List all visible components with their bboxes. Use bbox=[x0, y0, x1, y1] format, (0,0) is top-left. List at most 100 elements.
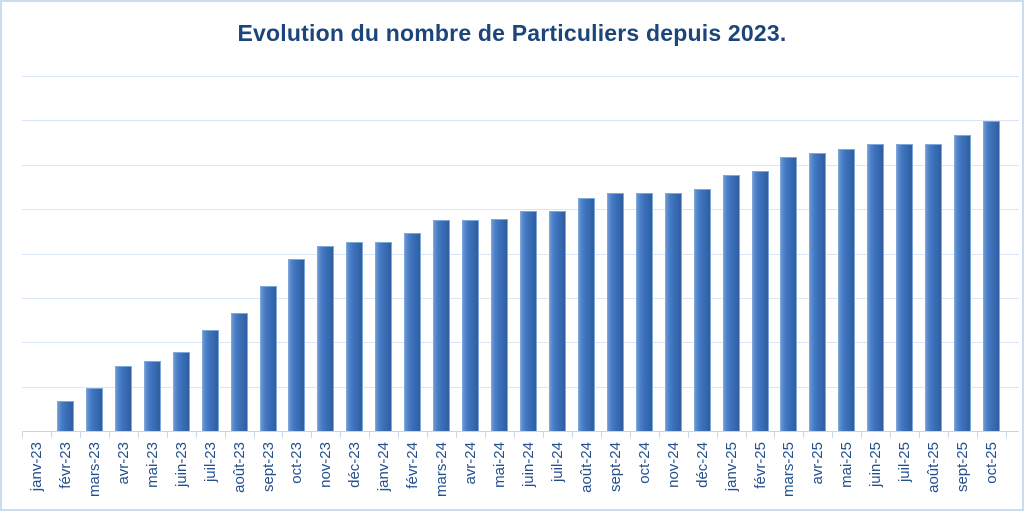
bar bbox=[925, 143, 943, 431]
x-axis-tick bbox=[485, 432, 486, 438]
y-gridline bbox=[22, 120, 1019, 121]
x-axis-tick bbox=[572, 432, 573, 438]
y-gridline bbox=[22, 209, 1019, 210]
x-axis-label: mai-24 bbox=[491, 442, 508, 488]
bar bbox=[751, 171, 769, 431]
x-axis-label: août-25 bbox=[925, 442, 943, 493]
bar bbox=[838, 148, 856, 431]
x-axis-tick bbox=[311, 432, 312, 438]
plot-area: janv-23 févr-23 mars-23 avr-23 mai-23 juin-23… bbox=[22, 76, 1019, 497]
x-axis-tick bbox=[977, 432, 978, 438]
x-axis-label: juil-23 bbox=[201, 442, 219, 483]
bar bbox=[954, 135, 972, 431]
x-axis-tick bbox=[601, 432, 602, 438]
x-axis-tick bbox=[340, 432, 341, 438]
bar bbox=[664, 192, 682, 431]
bar bbox=[288, 259, 306, 431]
y-gridline bbox=[22, 165, 1019, 166]
bar bbox=[809, 152, 827, 431]
bar bbox=[201, 329, 219, 431]
bar bbox=[317, 246, 335, 431]
x-axis-label: nov-23 bbox=[317, 442, 335, 488]
x-axis-tick bbox=[1006, 432, 1007, 438]
x-axis-label: févr-25 bbox=[751, 442, 769, 489]
x-axis-tick bbox=[138, 432, 139, 438]
x-axis-label: févr-24 bbox=[404, 442, 422, 489]
x-axis-tick bbox=[254, 432, 255, 438]
x-axis-label: mars-25 bbox=[780, 442, 798, 498]
x-axis-tick bbox=[369, 432, 370, 438]
x-axis-label: avr-23 bbox=[114, 442, 132, 485]
x-axis-tick bbox=[948, 432, 949, 438]
x-axis-tick bbox=[427, 432, 428, 438]
x-axis-label: sept-23 bbox=[259, 442, 277, 493]
x-axis-label: mai-23 bbox=[143, 442, 161, 488]
x-axis-tick bbox=[774, 432, 775, 438]
x-axis-label: août-23 bbox=[230, 442, 248, 493]
x-axis-label: oct-25 bbox=[983, 442, 1000, 484]
x-axis-label: sept-24 bbox=[606, 442, 624, 493]
x-axis-tick bbox=[398, 432, 399, 438]
x-axis-line bbox=[22, 431, 1019, 432]
bar bbox=[867, 143, 885, 431]
x-axis-tick bbox=[630, 432, 631, 438]
x-axis-tick bbox=[746, 432, 747, 438]
y-gridline bbox=[22, 76, 1019, 77]
x-axis-tick bbox=[109, 432, 110, 438]
bar bbox=[143, 360, 161, 431]
x-axis-tick bbox=[659, 432, 660, 438]
x-axis-label: avr-24 bbox=[462, 442, 480, 485]
x-axis-label: févr-23 bbox=[56, 442, 74, 489]
x-axis-tick bbox=[80, 432, 81, 438]
bar bbox=[56, 400, 74, 431]
x-axis-label: déc-24 bbox=[693, 442, 711, 488]
x-axis-label: janv-23 bbox=[28, 442, 45, 492]
bar bbox=[577, 197, 595, 431]
bar bbox=[433, 219, 451, 431]
x-axis-label: mars-23 bbox=[85, 442, 103, 498]
bar bbox=[983, 121, 1000, 431]
bar bbox=[780, 157, 798, 431]
bar bbox=[548, 210, 566, 431]
x-axis-tick bbox=[919, 432, 920, 438]
x-axis-label: mai-25 bbox=[838, 442, 856, 488]
x-axis-label: août-24 bbox=[577, 442, 595, 493]
x-axis-tick bbox=[51, 432, 52, 438]
bar bbox=[114, 366, 132, 431]
x-axis-label: sept-25 bbox=[954, 442, 972, 493]
x-axis-label: déc-23 bbox=[346, 442, 364, 488]
x-axis-tick bbox=[22, 432, 23, 438]
x-axis-label: juil-25 bbox=[896, 442, 914, 483]
x-axis-tick bbox=[514, 432, 515, 438]
x-axis-tick bbox=[803, 432, 804, 438]
x-axis-label: janv-24 bbox=[375, 442, 393, 492]
x-axis-tick bbox=[543, 432, 544, 438]
x-axis-tick bbox=[196, 432, 197, 438]
x-axis-tick bbox=[890, 432, 891, 438]
bar bbox=[259, 285, 277, 431]
bar bbox=[896, 143, 914, 431]
bar bbox=[346, 241, 364, 431]
x-axis-tick bbox=[282, 432, 283, 438]
x-axis-tick bbox=[167, 432, 168, 438]
bar bbox=[520, 210, 537, 431]
x-axis-label: avr-25 bbox=[809, 442, 827, 485]
x-axis-tick bbox=[832, 432, 833, 438]
x-axis-label: juin-23 bbox=[172, 442, 190, 488]
x-axis-label: nov-24 bbox=[664, 442, 682, 488]
x-axis-label: oct-23 bbox=[288, 442, 306, 484]
x-axis-label: juin-24 bbox=[520, 442, 537, 488]
x-axis-label: juil-24 bbox=[548, 442, 566, 483]
bar bbox=[722, 174, 740, 431]
x-axis-label: mars-24 bbox=[433, 442, 451, 498]
x-axis-tick bbox=[456, 432, 457, 438]
x-axis-tick bbox=[688, 432, 689, 438]
bar bbox=[172, 352, 190, 431]
x-axis-label: janv-25 bbox=[722, 442, 740, 492]
chart-title: Evolution du nombre de Particuliers depu… bbox=[237, 20, 787, 46]
bar bbox=[491, 219, 508, 431]
x-axis-tick bbox=[225, 432, 226, 438]
bar bbox=[230, 313, 248, 431]
bar bbox=[606, 192, 624, 431]
